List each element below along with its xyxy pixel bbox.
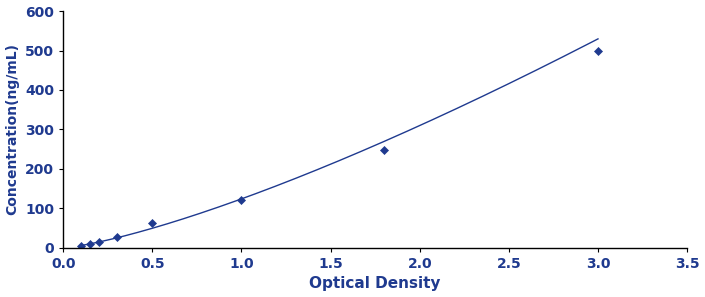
X-axis label: Optical Density: Optical Density: [309, 277, 441, 291]
Y-axis label: Concentration(ng/mL): Concentration(ng/mL): [6, 43, 20, 215]
